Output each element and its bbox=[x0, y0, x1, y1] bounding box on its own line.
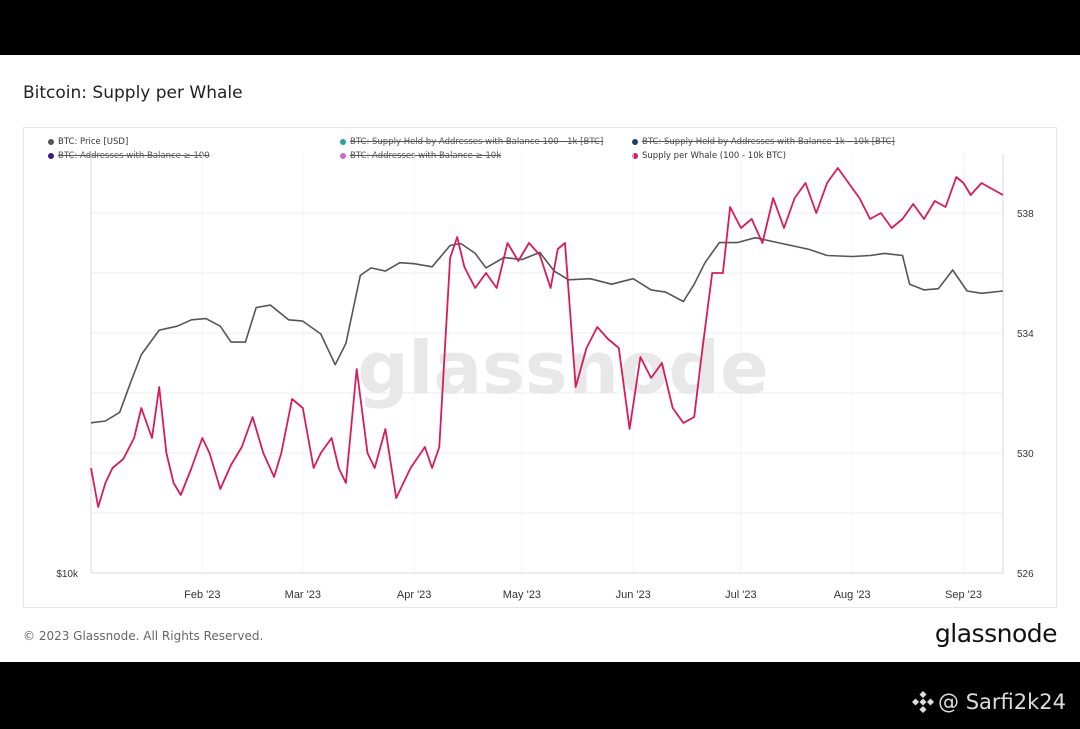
x-tick-label: Mar '23 bbox=[285, 589, 321, 601]
right-tick-label: 530 bbox=[1017, 449, 1034, 460]
legend-item[interactable]: BTC: Supply Held by Addresses with Balan… bbox=[340, 137, 603, 147]
legend-label: BTC: Supply Held by Addresses with Balan… bbox=[642, 137, 895, 147]
left-tick-label: $10k bbox=[56, 569, 79, 580]
legend-item[interactable]: BTC: Supply Held by Addresses with Balan… bbox=[632, 137, 895, 147]
glassnode-logo: glassnode bbox=[934, 619, 1058, 648]
legend-item[interactable]: BTC: Price [USD] bbox=[48, 137, 128, 147]
x-tick-label: Apr '23 bbox=[397, 589, 432, 601]
legend-label: BTC: Price [USD] bbox=[58, 137, 129, 147]
right-tick-label: 534 bbox=[1017, 329, 1034, 340]
x-tick-label: Jun '23 bbox=[616, 589, 651, 601]
series-line-supply-per-whale bbox=[90, 167, 1004, 508]
chart-card: Bitcoin: Supply per Whale BTC: Price [US… bbox=[0, 55, 1080, 662]
right-tick-label: 538 bbox=[1017, 209, 1034, 220]
x-tick-label: May '23 bbox=[503, 589, 541, 601]
x-tick-label: Sep '23 bbox=[945, 589, 982, 601]
legend-item[interactable]: BTC: Addresses with Balance ≥ 10k bbox=[340, 151, 501, 161]
legend-dot-icon bbox=[632, 139, 638, 145]
legend-label: BTC: Supply Held by Addresses with Balan… bbox=[350, 137, 604, 147]
glassnode-watermark: glassnode bbox=[357, 326, 769, 410]
legend-dot-icon bbox=[48, 153, 54, 159]
x-tick-label: Aug '23 bbox=[834, 589, 871, 601]
legend-item[interactable]: BTC: Addresses with Balance ≥ 100 bbox=[48, 151, 210, 161]
legend-label: BTC: Addresses with Balance ≥ 10k bbox=[350, 151, 502, 161]
binance-icon bbox=[912, 691, 935, 713]
chart-panel: BTC: Price [USD] BTC: Supply Held by Addr… bbox=[23, 127, 1057, 608]
legend-dot-icon bbox=[632, 153, 638, 159]
user-watermark: @ Sarfi2k24 bbox=[912, 690, 1066, 714]
line-chart: glassnode Feb '23 Mar '23 Apr '23 May '23 Jun… bbox=[56, 154, 1034, 601]
page-title: Bitcoin: Supply per Whale bbox=[23, 83, 243, 103]
right-tick-label: 526 bbox=[1017, 569, 1034, 580]
x-tick-label: Jul '23 bbox=[725, 589, 756, 601]
legend-label: Supply per Whale (100 - 10k BTC) bbox=[642, 151, 787, 161]
legend-dot-icon bbox=[340, 153, 346, 159]
legend-dot-icon bbox=[48, 139, 54, 145]
copyright-footer: © 2023 Glassnode. All Rights Reserved. bbox=[23, 629, 264, 643]
x-tick-label: Feb '23 bbox=[184, 589, 220, 601]
series-line-btc-price bbox=[90, 236, 1004, 424]
legend-item[interactable]: Supply per Whale (100 - 10k BTC) bbox=[632, 151, 786, 161]
user-handle: @ Sarfi2k24 bbox=[938, 690, 1066, 714]
legend-label: BTC: Addresses with Balance ≥ 100 bbox=[58, 151, 210, 161]
legend-dot-icon bbox=[340, 139, 346, 145]
